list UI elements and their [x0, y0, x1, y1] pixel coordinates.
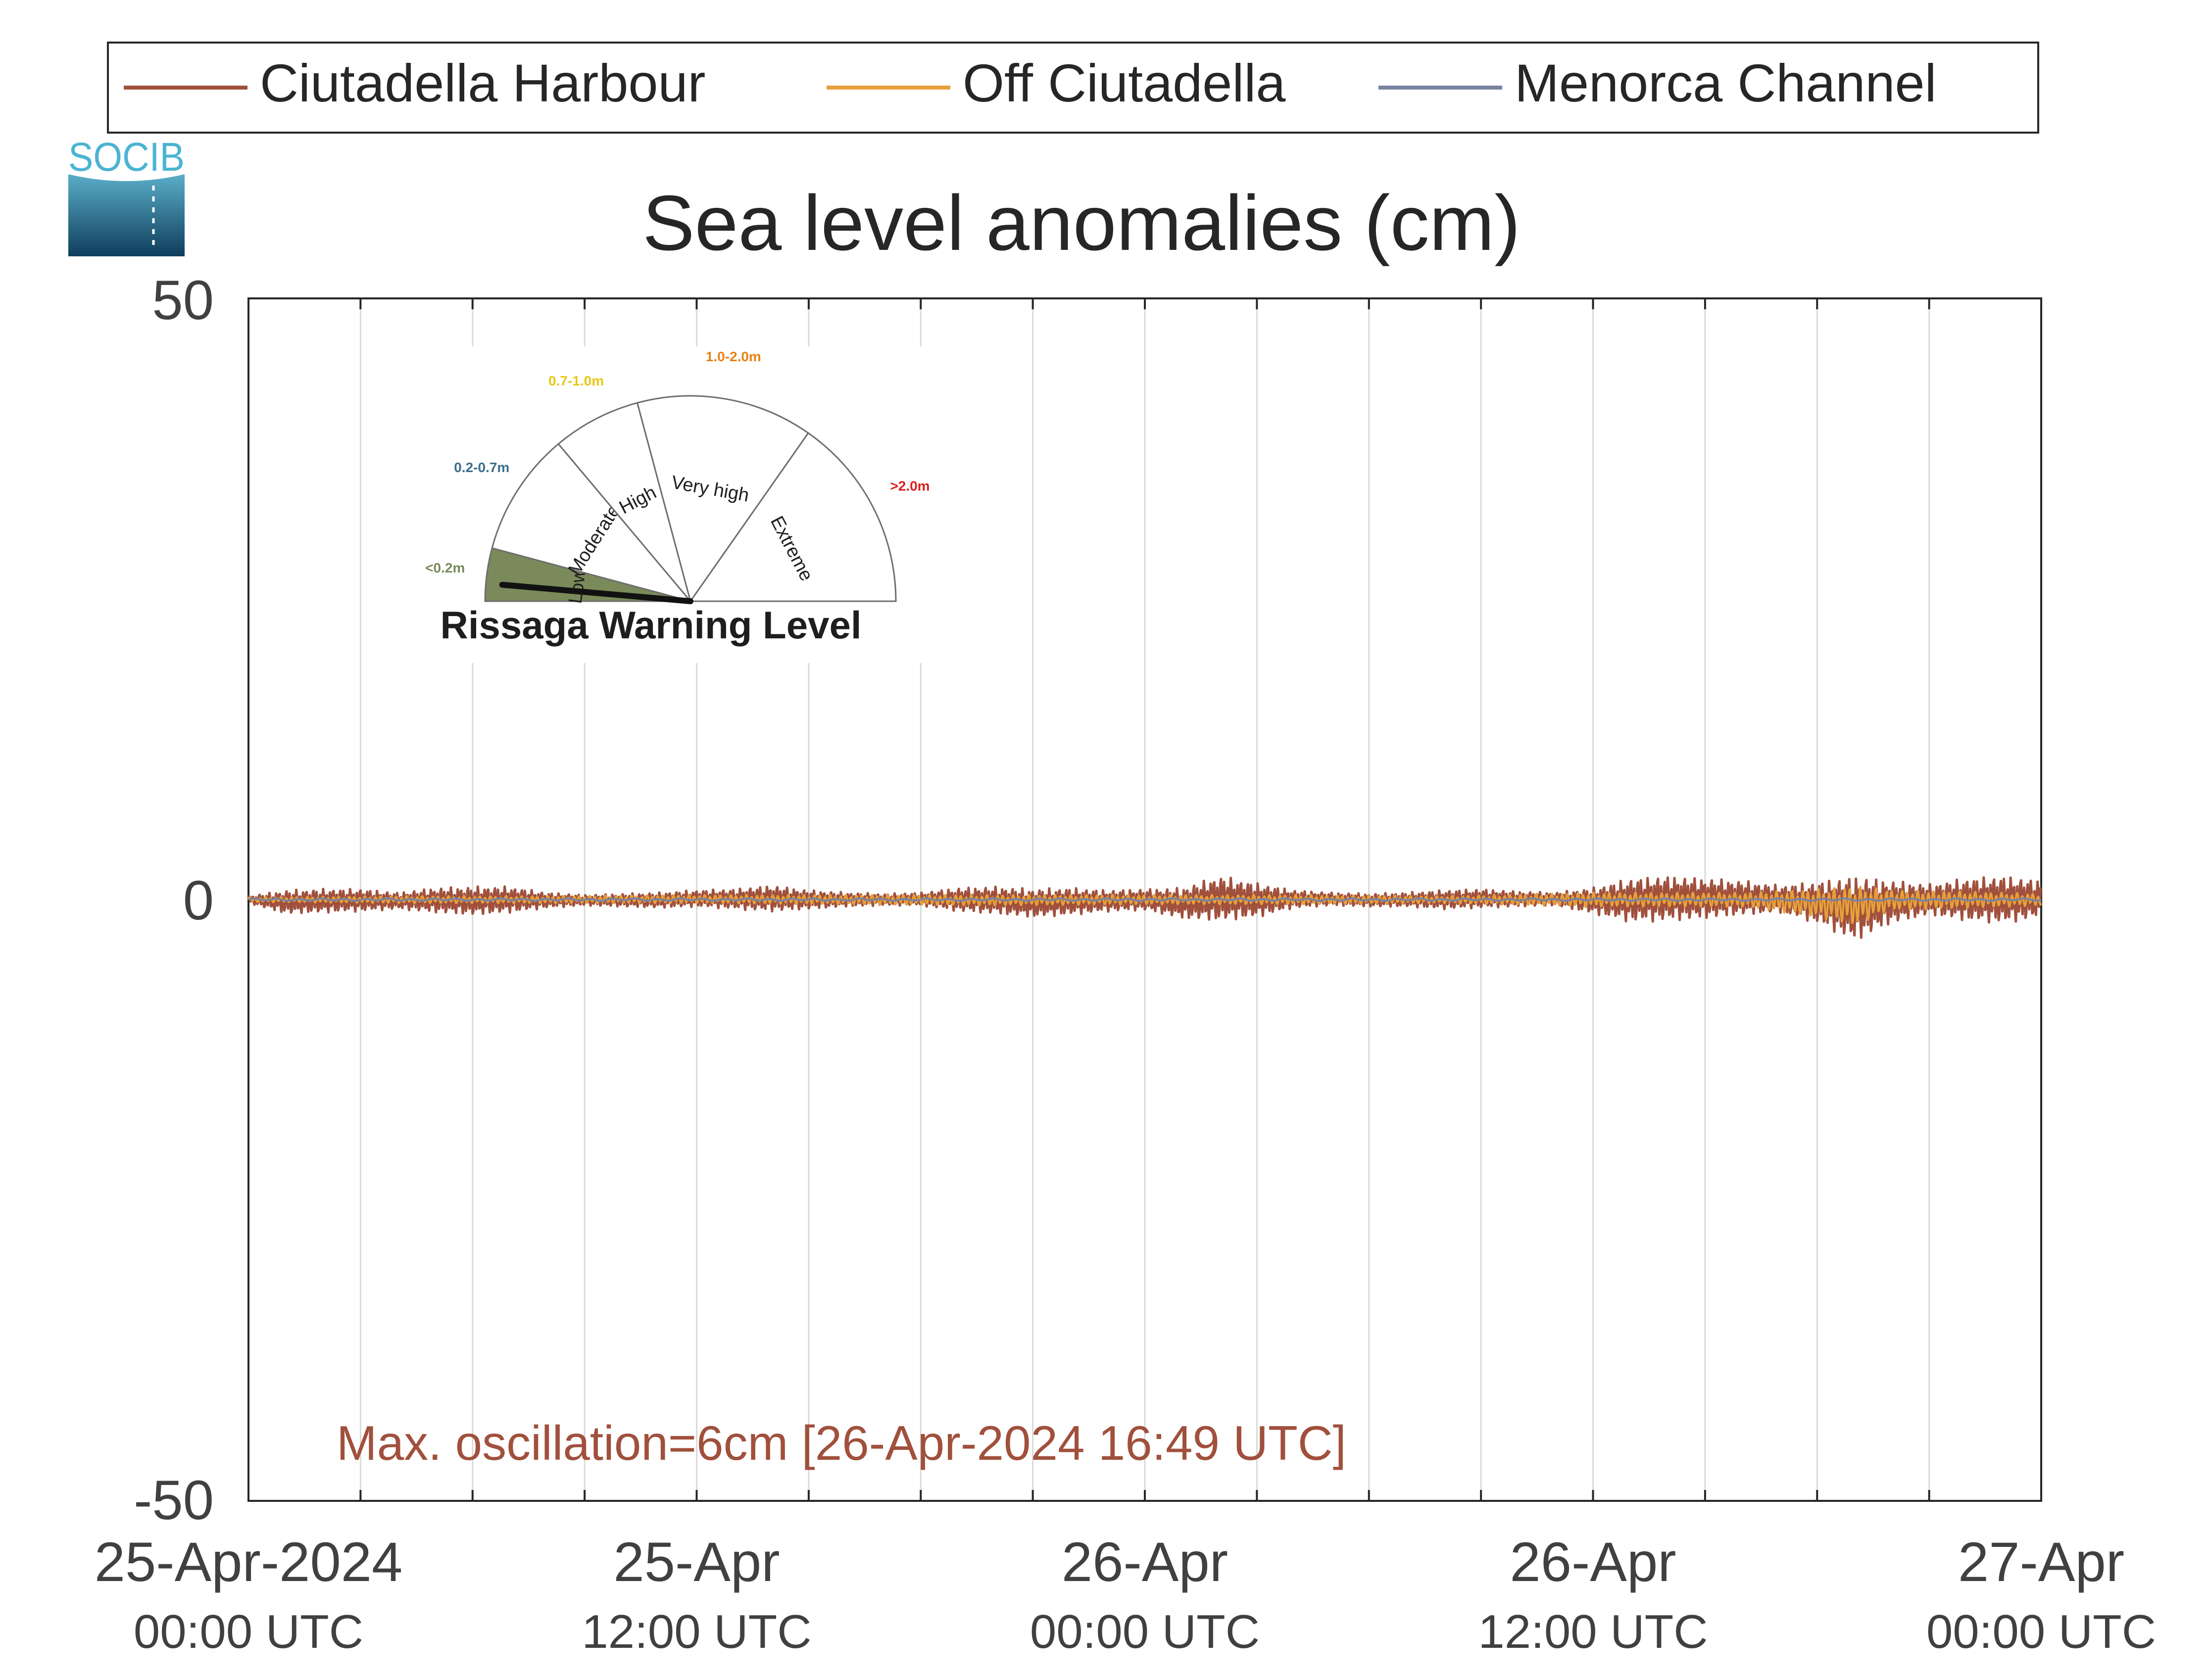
x-tick-label-date: 25-Apr	[613, 1531, 780, 1593]
chart-title: Sea level anomalies (cm)	[642, 180, 1521, 267]
gauge-sector-extreme	[689, 432, 897, 602]
gauge-dial: Low<0.2m Moderate0.2-0.7mHigh0.7-1.0mVery…	[425, 349, 930, 605]
series-layer	[247, 876, 2042, 939]
x-tick-label-date: 25-Apr-2024	[95, 1531, 403, 1593]
rissaga-warning-gauge: Low<0.2m Moderate0.2-0.7mHigh0.7-1.0mVery…	[401, 346, 931, 663]
y-tick-label-50: 50	[152, 269, 214, 331]
gauge-sector-very-high	[636, 395, 810, 603]
gauge-range-label-extreme: >2.0m	[890, 478, 930, 493]
gauge-needle	[499, 581, 693, 604]
y-tick-label-minus-50: -50	[134, 1469, 214, 1531]
x-tick-label-time: 12:00 UTC	[582, 1605, 811, 1658]
gauge-range-label-high: 0.7-1.0m	[548, 373, 604, 388]
x-tick-label-date: 26-Apr	[1510, 1531, 1676, 1593]
x-tick-marks	[247, 298, 2042, 1501]
y-tick-label-0: 0	[183, 869, 214, 931]
x-tick-label-date: 26-Apr	[1062, 1531, 1228, 1593]
x-tick-label-time: 00:00 UTC	[1030, 1605, 1260, 1658]
x-tick-label-date: 27-Apr	[1958, 1531, 2124, 1593]
socib-logo: SOCIB	[68, 135, 185, 256]
legend-box	[107, 42, 2039, 134]
max-oscillation-annotation: Max. oscillation=6cm [26-Apr-2024 16:49 …	[337, 1416, 1346, 1470]
gauge-range-label-very-high: 1.0-2.0m	[706, 349, 761, 364]
series-line-menorca-channel	[248, 897, 2042, 902]
plot-area	[247, 297, 2042, 1502]
x-tick-label-time: 12:00 UTC	[1478, 1605, 1708, 1658]
gauge-range-label-moderate: 0.2-0.7m	[454, 460, 509, 475]
logo-text: SOCIB	[68, 135, 185, 180]
gauge-title: Rissaga Warning Level	[440, 603, 861, 647]
series-line-ciutadella-harbour	[247, 876, 2042, 939]
legend: Ciutadella Harbour Off Ciutadella Menorc…	[107, 42, 2039, 134]
gauge-range-label-low: <0.2m	[425, 560, 465, 576]
x-tick-label-time: 00:00 UTC	[134, 1605, 363, 1658]
gauge-sector-moderate	[491, 442, 693, 603]
legend-label-ciutadella-harbour: Ciutadella Harbour	[260, 53, 706, 113]
gauge-sector-high	[557, 402, 691, 602]
x-tick-labels: 25-Apr-2024 00:00 UTC 25-Apr 12:00 UTC 26-Ap…	[95, 1531, 2156, 1658]
series-line-off-ciutadella	[247, 886, 2042, 924]
x-tick-label-time: 00:00 UTC	[1926, 1605, 2156, 1658]
legend-label-off-ciutadella: Off Ciutadella	[963, 53, 1286, 113]
legend-label-menorca-channel: Menorca Channel	[1515, 53, 1937, 113]
